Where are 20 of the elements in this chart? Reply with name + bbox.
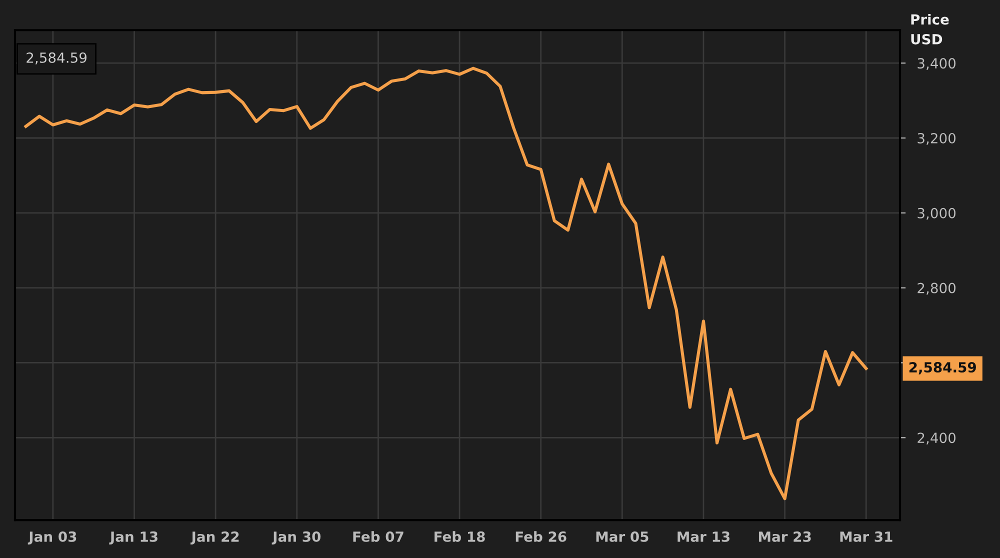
x-tick-label: Mar 05 bbox=[596, 531, 648, 542]
y-tick-label: 3,000 bbox=[918, 208, 956, 220]
y-tick-label: 2,800 bbox=[918, 282, 956, 295]
text: 2,584.59 bbox=[909, 362, 976, 374]
y-tick-label: 3,400 bbox=[918, 58, 956, 70]
x-tick-label: Jan 22 bbox=[190, 531, 239, 544]
x-tick-label: Mar 13 bbox=[678, 531, 730, 542]
line-series bbox=[24, 66, 868, 500]
y-axis-title: Price USD bbox=[911, 14, 949, 44]
x-tick-label: Jan 13 bbox=[109, 531, 158, 544]
x-tick-label: Jan 03 bbox=[28, 531, 76, 544]
x-tick-label: Mar 23 bbox=[758, 531, 811, 542]
x-tick-label: Feb 26 bbox=[516, 531, 566, 542]
y-tick-label: 3,200 bbox=[918, 132, 956, 145]
x-tick-label: Feb 18 bbox=[434, 531, 485, 542]
x-tick-label: Jan 30 bbox=[272, 531, 321, 544]
x-tick-label: Mar 31 bbox=[840, 531, 892, 542]
x-tick-label: Feb 07 bbox=[353, 531, 404, 542]
annotation: 2,584.59 bbox=[26, 52, 86, 64]
y-tick-label: 2,400 bbox=[918, 432, 956, 445]
